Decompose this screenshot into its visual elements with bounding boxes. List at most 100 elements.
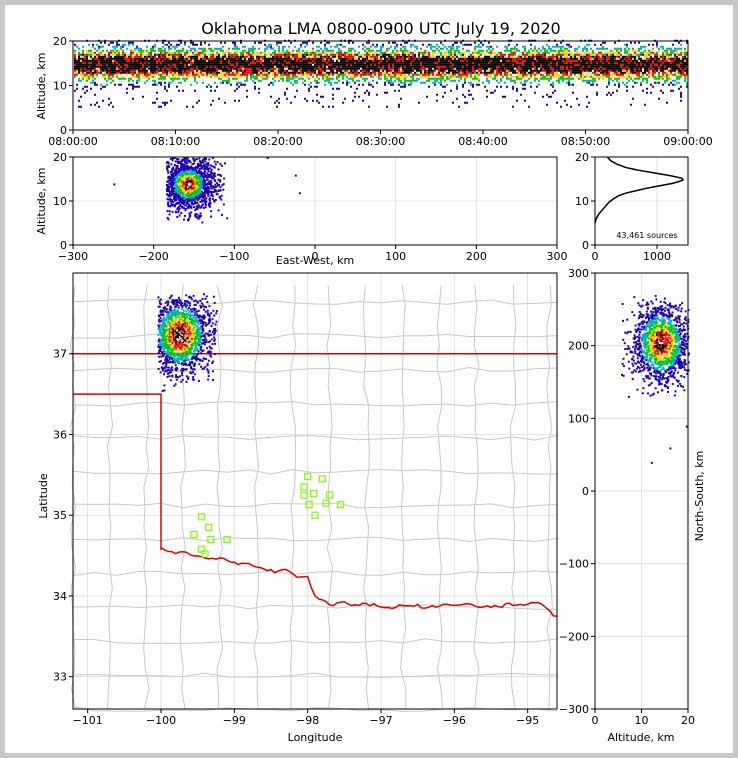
density-cell [222,51,224,54]
density-cell [664,57,666,60]
density-cell [212,63,214,66]
density-cell [216,61,218,64]
density-cell [128,67,130,70]
density-cell [242,45,244,48]
density-cell [394,69,396,72]
density-cell [666,71,668,74]
density-cell [336,87,338,90]
density-cell [444,67,446,70]
density-cell [280,59,282,62]
density-cell [432,61,434,64]
density-cell [200,69,202,72]
density-cell [354,51,356,54]
density-cell [630,77,632,80]
density-cell [402,63,404,66]
density-cell [140,59,142,62]
density-cell [276,75,278,78]
density-cell [244,59,246,62]
density-cell [272,59,274,62]
density-cell [436,47,438,50]
density-cell [654,59,656,62]
density-cell [84,85,86,88]
density-cell [390,55,392,58]
density-cell [416,63,418,66]
density-cell [546,67,548,70]
density-cell [394,57,396,60]
density-cell [332,51,334,54]
density-cell [92,71,94,74]
density-cell [384,83,386,86]
density-cell [326,59,328,62]
density-cell [454,63,456,66]
density-cell [434,51,436,54]
density-cell [586,73,588,76]
density-cell [154,69,156,72]
density-cell [216,53,218,56]
density-cell [636,73,638,76]
density-cell [552,83,554,86]
density-cell [152,67,154,70]
density-cell [164,73,166,76]
density-cell [302,67,304,70]
density-cell [76,45,78,48]
density-cell [434,55,436,58]
density-cell [592,53,594,56]
density-cell [228,67,230,70]
density-cell [366,53,368,56]
density-cell [492,63,494,66]
density-cell [656,81,658,84]
density-cell [294,79,296,82]
density-cell [436,61,438,64]
density-cell [268,59,270,62]
density-cell [684,79,686,82]
density-cell [180,51,182,54]
density-cell [264,47,266,50]
density-cell [202,55,204,58]
density-cell [92,75,94,78]
density-cell [222,45,224,48]
density-cell [242,49,244,52]
density-cell [298,47,300,50]
density-cell [118,43,120,46]
density-cell [516,77,518,80]
density-cell [336,51,338,54]
density-cell [176,61,178,64]
density-cell [274,57,276,60]
density-cell [482,81,484,84]
density-cell [564,55,566,58]
density-cell [648,71,650,74]
density-cell [136,57,138,60]
density-cell [90,51,92,54]
density-cell [314,65,316,68]
density-cell [570,45,572,48]
density-cell [270,65,272,68]
density-cell [668,59,670,62]
density-cell [364,57,366,60]
density-cell [398,71,400,74]
density-cell [78,61,80,64]
density-cell [154,43,156,46]
density-cell [538,65,540,68]
density-cell [80,79,82,82]
density-cell [328,61,330,64]
density-cell [514,51,516,54]
density-cell [580,75,582,78]
density-cell [522,83,524,86]
density-cell [116,73,118,76]
density-cell [396,59,398,62]
density-cell [114,59,116,62]
density-cell [496,53,498,56]
density-cell [512,57,514,60]
density-cell [334,67,336,70]
density-cell [160,69,162,72]
density-cell [238,59,240,62]
density-cell [356,57,358,60]
density-cell [78,69,80,72]
density-cell [332,55,334,58]
density-cell [146,65,148,68]
density-cell [402,57,404,60]
density-cell [380,57,382,60]
density-cell [164,43,166,46]
density-cell [144,49,146,52]
density-cell [614,51,616,54]
